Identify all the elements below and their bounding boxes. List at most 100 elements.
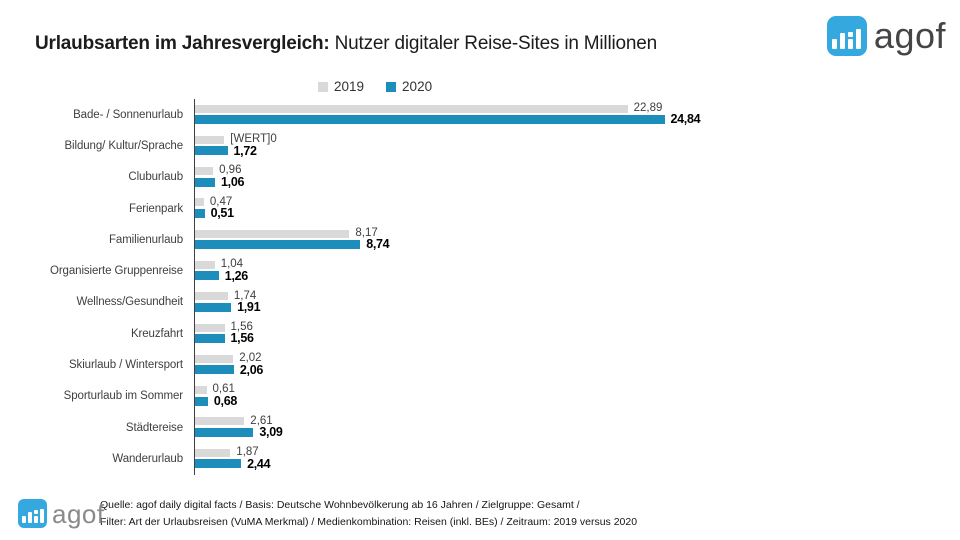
agof-logo-text: agof	[873, 15, 946, 56]
chart-row: Bildung/ Kultur/Sprache [WERT]0 1,72	[0, 130, 960, 162]
bar-2019	[195, 417, 245, 426]
bar-2020	[195, 365, 234, 375]
value-label-2020: 24,84	[670, 112, 701, 127]
source-note: Quelle: agof daily digital facts / Basis…	[100, 497, 960, 530]
value-label-2019: 8,17	[355, 226, 378, 239]
chart-row: Cluburlaub 0,96 1,06	[0, 161, 960, 193]
category-label: Cluburlaub	[128, 171, 183, 184]
category-label: Wellness/Gesundheit	[76, 296, 183, 309]
category-label: Bade- / Sonnenurlaub	[73, 108, 183, 121]
footer: agof Quelle: agof daily digital facts / …	[0, 497, 960, 530]
category-label: Kreuzfahrt	[130, 327, 183, 340]
value-label-2019: 1,74	[233, 289, 257, 302]
value-label-2020: 1,56	[230, 331, 254, 346]
bar-2019	[195, 323, 225, 332]
value-label-2020: 0,51	[210, 206, 234, 221]
category-label: Familienurlaub	[108, 233, 183, 246]
value-label-2020: 1,06	[221, 174, 245, 189]
footer-agof-logo-icon	[18, 499, 47, 529]
category-label: Bildung/ Kultur/Sprache	[64, 139, 183, 152]
bar-group: 2,02 2,06	[194, 349, 960, 381]
value-label-2019: 1,56	[230, 320, 253, 333]
bar-2020	[195, 271, 219, 281]
bar-2019	[195, 448, 231, 457]
chart-row: Organisierte Gruppenreise 1,04 1,26	[0, 255, 960, 287]
bar-2019	[195, 292, 228, 301]
legend-swatch-2020	[386, 81, 397, 92]
bar-2020	[195, 146, 228, 156]
bar-2020	[195, 427, 254, 437]
chart-row: Wellness/Gesundheit 1,74 1,91	[0, 286, 960, 319]
bar-2020	[195, 115, 665, 124]
footer-agof-logo: agof	[18, 498, 105, 529]
value-label-2020: 3,09	[259, 425, 283, 440]
bar-group: 1,74 1,91	[194, 286, 960, 319]
footer-agof-logo-text: agof	[52, 498, 105, 529]
bar-chart-icon	[18, 509, 47, 524]
bar-group: 22,89 24,84	[194, 99, 960, 131]
value-label-2020: 1,26	[224, 268, 248, 283]
bar-chart-icon	[827, 29, 867, 49]
chart-row: Ferienpark 0,47 0,51	[0, 192, 960, 225]
legend-label-2020: 2020	[402, 79, 433, 94]
bar-group: 0,96 1,06	[194, 161, 960, 193]
bar-2020	[195, 302, 232, 312]
legend-swatch-2019	[318, 81, 328, 92]
bar-group: [WERT]0 1,72	[194, 130, 960, 162]
bar-2020	[195, 334, 225, 344]
category-label: Skiurlaub / Wintersport	[68, 359, 183, 372]
value-label-2019: 1,04	[220, 258, 244, 271]
bar-2019	[195, 135, 225, 144]
bar-2020	[195, 177, 215, 187]
bar-2019	[195, 104, 628, 113]
value-label-2019: 1,87	[236, 446, 259, 459]
source-note-line2: Filter: Art der Urlaubsreisen (VuMA Merk…	[100, 515, 638, 528]
category-label: Ferienpark	[129, 202, 183, 215]
value-label-2020: 1,91	[237, 300, 261, 315]
bar-2019	[195, 386, 207, 395]
chart-legend: 2019 2020	[318, 79, 432, 94]
bar-chart: Bade- / Sonnenurlaub 22,89 24,84 Bildung/ K…	[0, 99, 960, 475]
value-label-2019: 22,89	[633, 101, 663, 114]
bar-2019	[195, 354, 234, 363]
agof-logo-icon	[826, 16, 867, 56]
value-label-2019: 2,61	[250, 414, 273, 427]
value-label-2019: 0,61	[212, 383, 235, 396]
category-label: Sporturlaub im Sommer	[63, 390, 183, 403]
legend-item-2020: 2020	[386, 79, 432, 94]
category-label: Wanderurlaub	[112, 452, 183, 465]
value-label-2020: 2,44	[247, 456, 271, 471]
value-label-2019: 0,47	[209, 195, 233, 208]
agof-logo: agof	[826, 15, 946, 56]
bar-2019	[195, 198, 204, 207]
chart-row: Familienurlaub 8,17 8,74	[0, 224, 960, 256]
category-label: Städtereise	[125, 421, 183, 434]
value-label-2019: 0,96	[219, 164, 242, 177]
value-label-2020: 1,72	[233, 143, 257, 158]
chart-row: Städtereise 2,61 3,09	[0, 411, 960, 444]
legend-label-2019: 2019	[334, 79, 365, 94]
bar-group: 1,04 1,26	[194, 255, 960, 287]
bar-group: 0,61 0,68	[194, 380, 960, 412]
value-label-2020: 0,68	[213, 393, 238, 408]
bar-group: 2,61 3,09	[194, 411, 960, 444]
value-label-2020: 8,74	[366, 237, 390, 252]
bar-group: 8,17 8,74	[194, 224, 960, 256]
value-label-2019: 2,02	[239, 352, 262, 365]
chart-row: Kreuzfahrt 1,56 1,56	[0, 318, 960, 350]
bar-2019	[195, 167, 214, 176]
bar-group: 1,56 1,56	[194, 318, 960, 350]
bar-2020	[195, 396, 208, 406]
bar-2019	[195, 260, 215, 269]
chart-row: Skiurlaub / Wintersport 2,02 2,06	[0, 349, 960, 381]
source-note-line1: Quelle: agof daily digital facts / Basis…	[100, 499, 580, 512]
page-title-regular: Nutzer digitaler Reise-Sites in Millione…	[329, 33, 658, 54]
bar-2020	[195, 240, 361, 250]
bar-2019	[195, 229, 350, 238]
bar-group: 0,47 0,51	[194, 192, 960, 225]
bar-2020	[195, 459, 242, 469]
category-label: Organisierte Gruppenreise	[49, 265, 183, 278]
page-title-bold: Urlaubsarten im Jahresvergleich:	[35, 33, 330, 54]
bar-2020	[195, 208, 205, 218]
